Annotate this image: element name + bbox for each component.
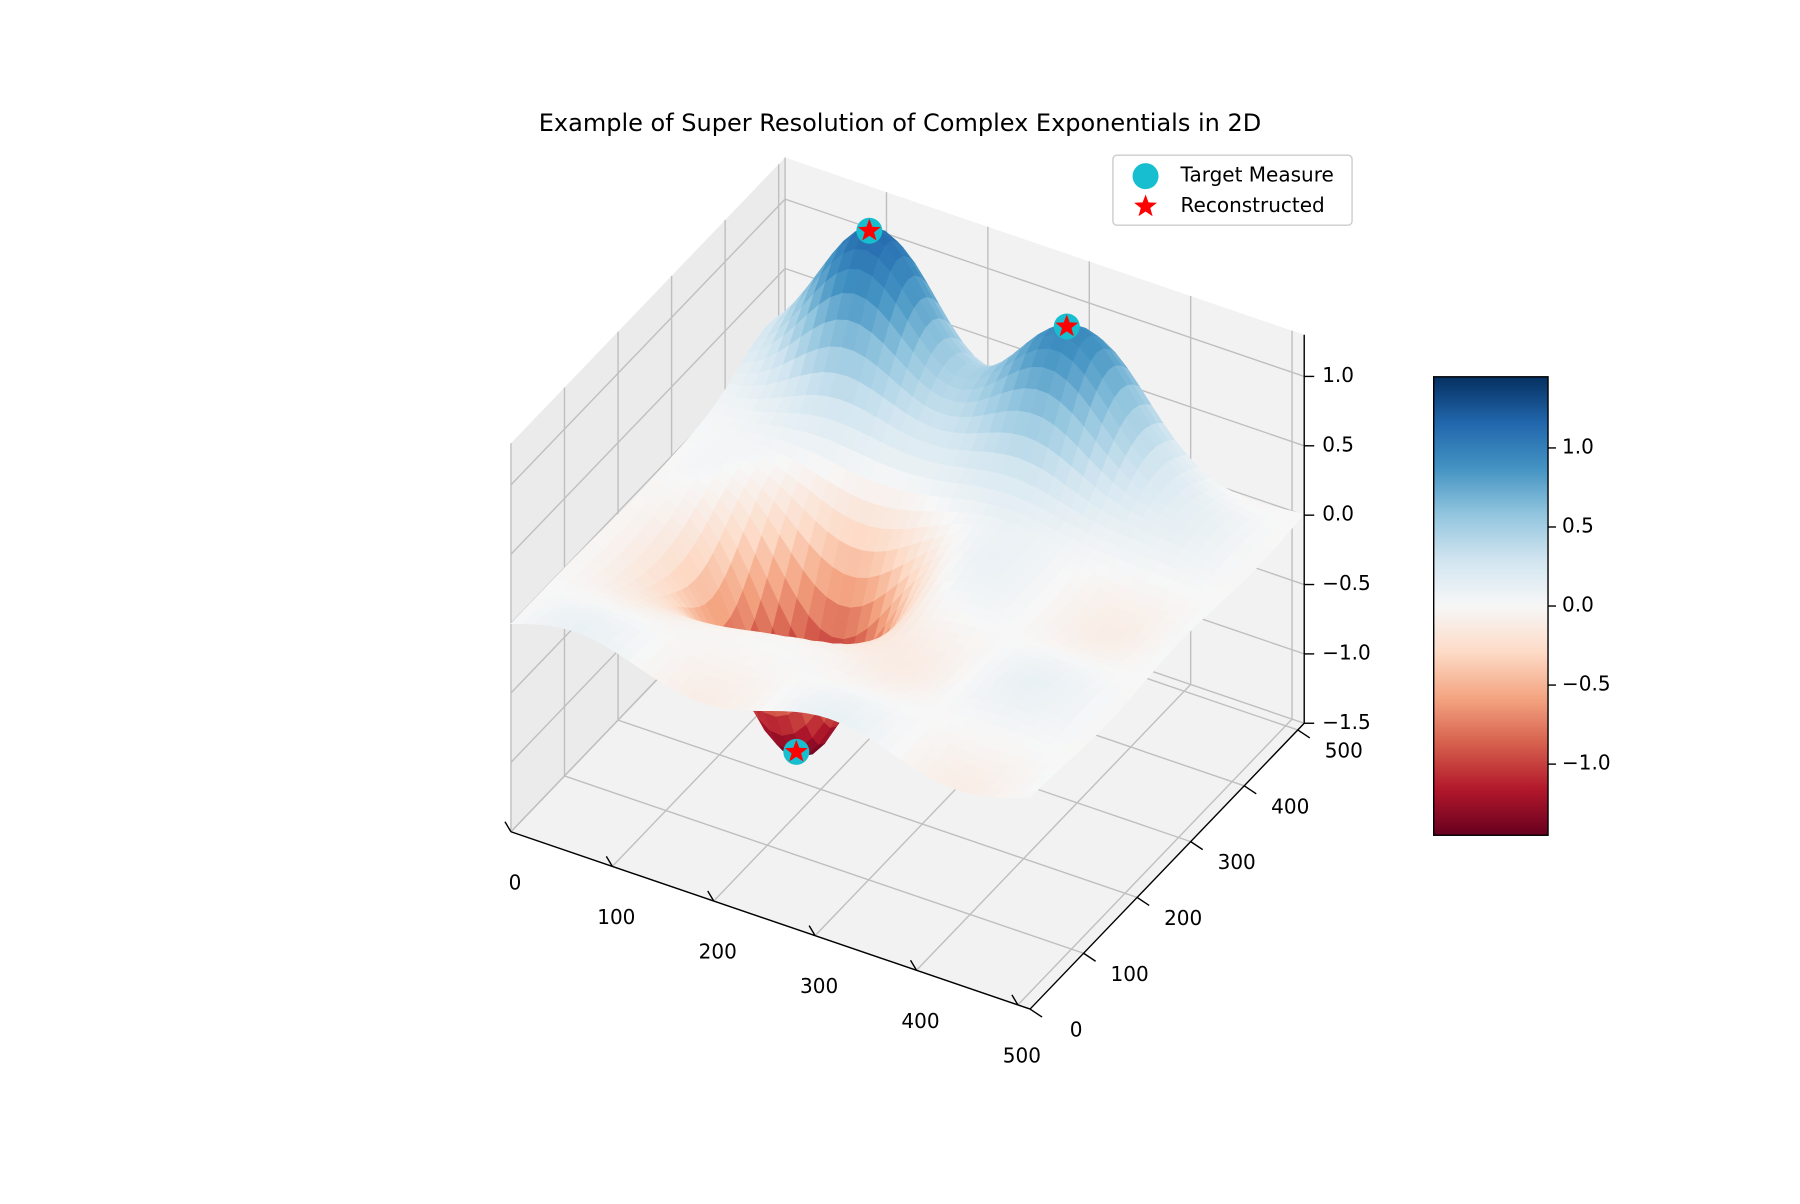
grid-line-z (510, 267, 786, 555)
x-tick (504, 821, 512, 833)
x-tick-label: 500 (1003, 1043, 1041, 1067)
surface-cell (510, 616, 530, 625)
y-tick-label: 500 (1325, 738, 1363, 762)
chart-title: Example of Super Resolution of Complex E… (539, 109, 1261, 137)
surface-plot (510, 227, 1305, 799)
colorbar-tick-label: −0.5 (1562, 672, 1611, 696)
y-tick-label: 300 (1218, 850, 1256, 874)
legend-circle-marker (1132, 163, 1159, 190)
x-tick-label: 400 (901, 1009, 939, 1033)
y-tick (1029, 1008, 1043, 1018)
y-tick (1243, 785, 1257, 795)
colorbar-gradient (1433, 376, 1549, 836)
x-tick-label: 100 (597, 905, 635, 929)
z-tick-label: 0.5 (1322, 432, 1354, 456)
reconstructed-marker (857, 218, 881, 241)
axes: 0 100 200 300 400 500 0 100 200 300 400 500 −1.5 −1.0… (504, 334, 1371, 1067)
z-tick-label: 0.0 (1322, 502, 1354, 526)
y-tick (1190, 841, 1204, 851)
reconstructed-marker (1055, 314, 1079, 337)
legend-star-marker (1134, 194, 1157, 217)
x-tick-label: 200 (699, 940, 737, 964)
grid-line-y (617, 719, 1138, 899)
y-tick (1136, 896, 1150, 907)
z-tick-label: −0.5 (1322, 571, 1371, 595)
x-tick (909, 959, 918, 971)
z-tick-label: −1.5 (1322, 710, 1371, 734)
legend: Target Measure Reconstructed (1112, 154, 1353, 226)
data-markers (783, 217, 1080, 765)
y-tick (1297, 729, 1311, 739)
z-tick-label: −1.0 (1322, 640, 1371, 664)
y-tick (1083, 952, 1097, 962)
legend-box (1112, 154, 1353, 226)
colorbar-tick-label: −1.0 (1562, 751, 1611, 775)
colorbar-tick-label: 0.5 (1562, 513, 1594, 537)
z-tick-label: 1.0 (1322, 363, 1354, 387)
y-tick-label: 100 (1111, 962, 1149, 986)
grid-line-y (564, 775, 1084, 954)
legend-label: Reconstructed (1181, 193, 1325, 217)
legend-label: Target Measure (1180, 163, 1334, 187)
x-axis-line (510, 831, 1031, 1010)
colorbar-tick-label: 1.0 (1562, 434, 1594, 458)
grid-line-z (510, 198, 786, 486)
colorbar-tick-label: 0.0 (1562, 593, 1594, 617)
y-tick-label: 0 (1070, 1018, 1083, 1042)
y-tick-label: 400 (1271, 794, 1309, 818)
x-tick (808, 925, 816, 937)
reconstructed-marker (784, 739, 808, 762)
y-tick-label: 200 (1164, 906, 1202, 930)
x-tick (707, 890, 715, 902)
x-tick (605, 856, 613, 867)
grid-line-x (916, 683, 1192, 971)
colorbar: 1.0 0.5 0.0 −0.5 −1.0 (1433, 376, 1611, 836)
grid-line-x (1017, 718, 1293, 1006)
x-tick-label: 300 (800, 974, 838, 998)
x-tick-label: 0 (509, 870, 522, 894)
x-tick (1011, 994, 1019, 1006)
y-axis-line (1029, 722, 1305, 1010)
